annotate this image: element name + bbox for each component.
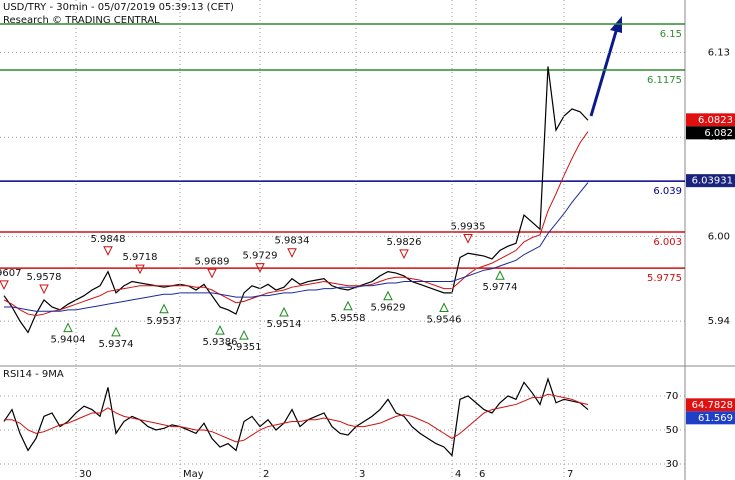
- swing-label: 5.9826: [387, 237, 422, 248]
- x-tick-label: 6: [479, 469, 485, 480]
- y-tick-label: 6.13: [708, 47, 730, 58]
- swing-low-marker: [63, 322, 73, 333]
- y-tick-label: 50: [666, 425, 679, 436]
- x-tick-label: 3: [359, 469, 365, 480]
- swing-label: 5.9546: [427, 314, 462, 325]
- swing-low-marker: [279, 306, 289, 317]
- series-line: [4, 393, 589, 443]
- swing-low-marker: [343, 300, 353, 311]
- x-tick-label: 7: [567, 469, 573, 480]
- swing-label: 5.9607: [0, 268, 22, 279]
- swing-low-marker: [159, 303, 169, 314]
- swing-high-marker: [463, 233, 473, 244]
- level-label: 6.1175: [647, 75, 682, 86]
- swing-label: 5.9374: [99, 339, 134, 350]
- swing-low-marker: [495, 270, 505, 280]
- series-line: [4, 182, 589, 312]
- y-tick-label: 5.94: [708, 316, 730, 327]
- price-tag-label: 64.7828: [692, 400, 733, 411]
- swing-label: 5.9558: [331, 313, 366, 324]
- swing-label: 5.9404: [51, 335, 86, 346]
- swing-label: 5.9386: [203, 337, 238, 348]
- swing-high-marker: [103, 246, 113, 256]
- swing-low-marker: [111, 326, 121, 337]
- swing-low-marker: [439, 302, 449, 312]
- swing-label: 5.9718: [123, 252, 158, 263]
- price-tag-label: 6.082: [704, 128, 733, 139]
- swing-label: 5.9514: [267, 319, 302, 330]
- swing-low-marker: [215, 325, 225, 335]
- swing-label: 5.9774: [483, 282, 518, 293]
- x-tick-label: 4: [455, 469, 461, 480]
- swing-high-marker: [135, 264, 145, 275]
- level-label: 6.003: [653, 237, 682, 248]
- x-tick-label: 2: [263, 469, 269, 480]
- y-tick-label: 70: [666, 391, 679, 402]
- swing-high-marker: [0, 280, 9, 290]
- series-line: [3, 66, 589, 334]
- swing-label: 5.9629: [371, 303, 406, 314]
- swing-label: 5.9689: [195, 256, 230, 267]
- x-tick-label: 30: [79, 469, 92, 480]
- swing-label: 5.9834: [275, 236, 310, 247]
- x-tick-label: May: [183, 469, 204, 480]
- price-tag-label: 6.03931: [692, 176, 733, 187]
- swing-label: 5.9848: [91, 234, 126, 245]
- swing-label: 5.9935: [451, 221, 486, 232]
- price-tag: [686, 411, 735, 425]
- swing-label: 5.9537: [147, 316, 182, 327]
- swing-high-marker: [207, 268, 217, 279]
- swing-low-marker: [383, 290, 393, 301]
- price-tag: [686, 126, 735, 140]
- swing-label: 5.9578: [27, 272, 62, 283]
- price-tag: [686, 174, 735, 188]
- swing-high-marker: [399, 249, 409, 259]
- swing-high-marker: [39, 284, 49, 295]
- price-tag-label: 61.569: [698, 413, 733, 424]
- y-tick-label: 6.00: [708, 231, 730, 242]
- chart-subtitle: Research © TRADING CENTRAL: [3, 15, 160, 26]
- series-line: [3, 376, 589, 457]
- swing-high-marker: [255, 263, 265, 273]
- swing-label: 5.9351: [227, 342, 262, 353]
- chart-title: USD/TRY - 30min - 05/07/2019 05:39:13 (C…: [3, 2, 234, 13]
- series-line: [3, 131, 589, 316]
- level-label: 6.039: [653, 186, 682, 197]
- level-label: 6.15: [660, 29, 682, 40]
- y-tick-label: 30: [666, 459, 679, 470]
- level-label: 5.9775: [647, 273, 682, 284]
- price-tag-label: 6.0823: [698, 115, 733, 126]
- swing-low-marker: [239, 329, 249, 340]
- forecast-arrow: [589, 16, 622, 117]
- panel-title: RSI14 - 9MA: [3, 369, 64, 380]
- swing-high-marker: [287, 248, 297, 258]
- price-tag: [686, 113, 735, 127]
- price-tag: [686, 398, 735, 412]
